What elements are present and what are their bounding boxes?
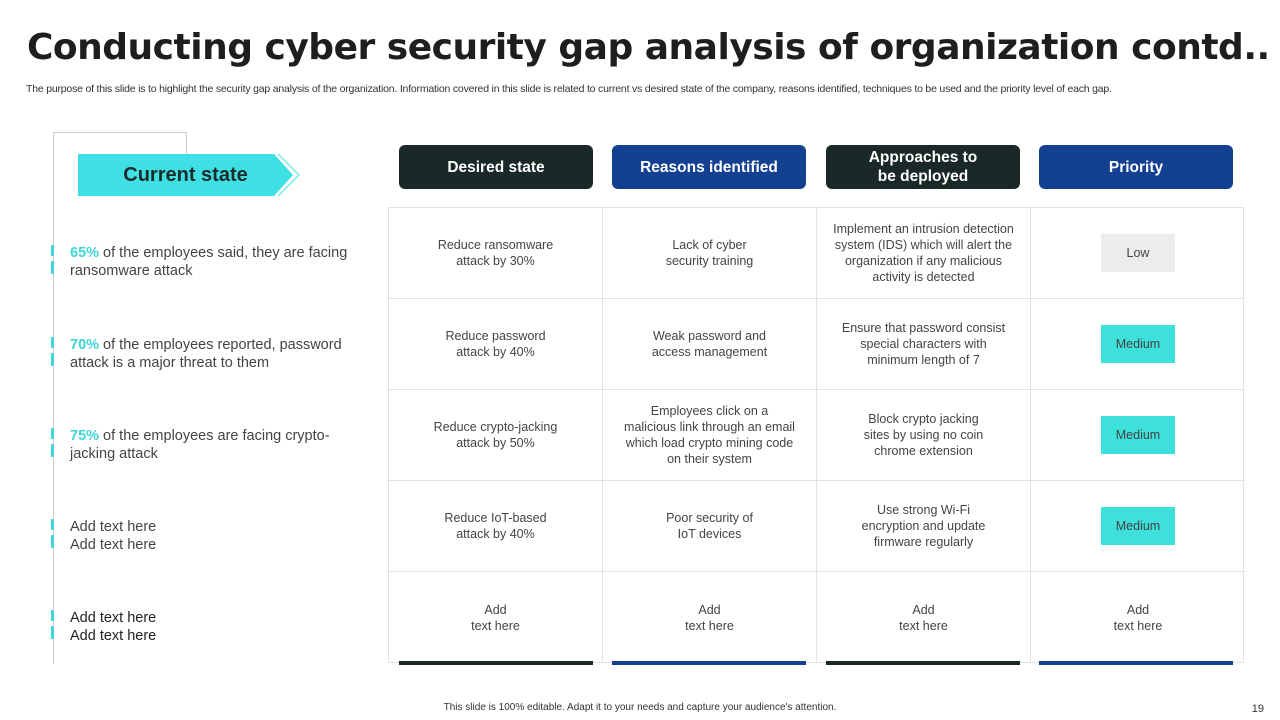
current-state-item: 65% of the employees said, they are faci…	[70, 244, 370, 280]
cell-reasons: Add text here	[603, 572, 817, 663]
header-priority: Priority	[1039, 145, 1233, 189]
timeline-marker	[51, 337, 54, 367]
percentage: 65%	[70, 245, 100, 261]
cell-priority: Add text here	[1113, 602, 1163, 633]
item-text-line: Add text here	[70, 537, 157, 553]
percentage: 70%	[70, 337, 100, 353]
item-text-line: Add text here	[70, 519, 157, 535]
header-desired-state: Desired state	[399, 145, 593, 189]
cell-reasons: Employees click on a malicious link throu…	[603, 390, 817, 481]
timeline-line	[53, 154, 54, 664]
slide-footer: This slide is 100% editable. Adapt it to…	[443, 702, 837, 713]
cell-desired: Add text here	[389, 572, 603, 663]
cell-desired: Reduce password attack by 40%	[389, 299, 603, 390]
cell-desired: Reduce crypto-jacking attack by 50%	[389, 390, 603, 481]
priority-badge-medium: Medium	[1101, 325, 1175, 363]
item-text-line: Add text here	[70, 628, 157, 644]
percentage: 75%	[70, 428, 100, 444]
priority-badge-medium: Medium	[1101, 416, 1175, 454]
gap-analysis-table: Reduce ransomware attack by 30% Lack of c…	[388, 207, 1245, 663]
column-bottom-bar	[826, 661, 1020, 665]
slide-title: Conducting cyber security gap analysis o…	[27, 27, 1270, 68]
cell-priority: Low	[1031, 208, 1245, 299]
cell-reasons: Poor security of IoT devices	[603, 481, 817, 572]
cell-approaches: Ensure that password consist special char…	[817, 299, 1031, 390]
cell-approaches: Add text here	[817, 572, 1031, 663]
timeline-marker	[51, 519, 54, 549]
item-text-line: Add text here	[70, 610, 157, 626]
current-state-tag: Current state	[78, 154, 300, 196]
timeline-bracket	[53, 132, 187, 154]
current-state-label: Current state	[123, 163, 248, 186]
column-bottom-bar	[1039, 661, 1233, 665]
chevron-tag-shape	[78, 154, 300, 196]
slide-subtitle: The purpose of this slide is to highligh…	[26, 83, 1112, 95]
item-text: of the employees are facing crypto-jacki…	[70, 428, 330, 462]
current-state-item: 75% of the employees are facing crypto-j…	[70, 427, 370, 463]
cell-reasons: Weak password and access management	[603, 299, 817, 390]
priority-badge-medium: Medium	[1101, 507, 1175, 545]
cell-desired: Reduce ransomware attack by 30%	[389, 208, 603, 299]
cell-priority: Medium	[1031, 299, 1245, 390]
header-approaches-line: be deployed	[877, 168, 969, 185]
timeline-marker	[51, 245, 54, 275]
current-state-item: 70% of the employees reported, password …	[70, 336, 370, 372]
header-approaches-line: Approaches to	[868, 149, 978, 166]
current-state-item: Add text here Add text here	[70, 609, 370, 645]
page-number: 19	[1251, 703, 1264, 715]
cell-reasons: Lack of cyber security training	[603, 208, 817, 299]
cell-approaches: Use strong Wi-Fi encryption and update fir…	[817, 481, 1031, 572]
item-text: of the employees reported, password atta…	[70, 337, 342, 371]
item-text: of the employees said, they are facing r…	[70, 245, 348, 279]
cell-desired: Reduce IoT-based attack by 40%	[389, 481, 603, 572]
column-bottom-bar	[612, 661, 806, 665]
column-bottom-bar	[399, 661, 593, 665]
header-approaches: Approaches to be deployed	[826, 145, 1020, 189]
current-state-item: Add text here Add text here	[70, 518, 370, 554]
timeline-marker	[51, 428, 54, 458]
header-reasons-identified: Reasons identified	[612, 145, 806, 189]
timeline-marker	[51, 610, 54, 640]
priority-badge-low: Low	[1101, 234, 1175, 272]
cell-approaches: Block crypto jacking sites by using no co…	[817, 390, 1031, 481]
cell-approaches: Implement an intrusion detection system (…	[817, 208, 1031, 299]
cell-priority: Medium	[1031, 481, 1245, 572]
cell-priority: Medium	[1031, 390, 1245, 481]
